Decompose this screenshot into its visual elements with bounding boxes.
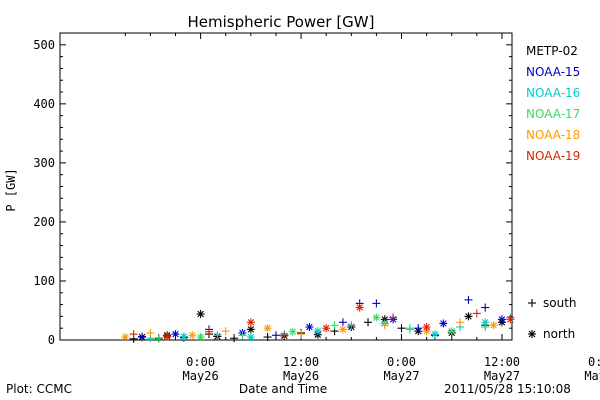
x-tick-date-label: May26 xyxy=(183,369,219,383)
data-point xyxy=(355,303,364,312)
y-tick-label: 500 xyxy=(33,38,55,52)
marker-legend: south north xyxy=(528,296,577,341)
data-point xyxy=(338,318,347,327)
data-point xyxy=(372,313,381,322)
data-point xyxy=(221,327,230,336)
data-point xyxy=(389,313,398,322)
data-point xyxy=(154,334,163,343)
data-point xyxy=(422,323,431,332)
legend-entry: METP-02 xyxy=(526,44,578,58)
data-point xyxy=(271,331,280,340)
marker-legend-symbol xyxy=(528,299,536,307)
data-point xyxy=(481,323,490,332)
data-point xyxy=(489,321,498,330)
legend-entry: NOAA-19 xyxy=(526,149,580,163)
y-tick-label: 200 xyxy=(33,215,55,229)
plot-frame xyxy=(59,32,513,341)
data-point xyxy=(481,303,490,312)
data-point xyxy=(288,327,297,336)
data-point xyxy=(405,324,414,333)
data-point xyxy=(179,332,188,341)
data-point xyxy=(263,324,272,333)
data-point xyxy=(196,333,205,342)
marker-legend-label: south xyxy=(543,296,577,310)
x-tick-time-label: 0:00 xyxy=(588,355,600,369)
x-tick-time-label: 12:00 xyxy=(484,355,520,369)
x-axis: 0:00May2612:00May260:00May2712:00May270:… xyxy=(124,33,600,383)
legend: METP-02 NOAA-15 NOAA-16 NOAA-17 NOAA-18 NOAA-… xyxy=(526,44,580,163)
data-points xyxy=(121,295,515,343)
footer-timestamp: 2011/05/28 15:10:08 xyxy=(444,382,571,396)
data-point xyxy=(297,330,306,339)
x-axis-label: Date and Time xyxy=(239,382,327,396)
data-point xyxy=(372,299,381,308)
data-point xyxy=(380,321,389,330)
legend-entry: NOAA-17 xyxy=(526,107,580,121)
x-tick-time-label: 0:00 xyxy=(387,355,416,369)
data-point xyxy=(347,321,356,330)
x-tick-time-label: 12:00 xyxy=(283,355,319,369)
data-point xyxy=(280,331,289,340)
legend-entry: NOAA-18 xyxy=(526,128,580,142)
data-point xyxy=(121,333,130,342)
data-point xyxy=(230,334,239,343)
y-tick-label: 100 xyxy=(33,274,55,288)
data-point xyxy=(196,310,205,319)
data-point xyxy=(171,330,180,339)
data-point xyxy=(456,318,465,327)
x-tick-date-label: May26 xyxy=(283,369,319,383)
data-point xyxy=(338,325,347,334)
data-point xyxy=(129,330,138,339)
legend-entry: NOAA-16 xyxy=(526,86,580,100)
x-tick-date-label: May27 xyxy=(484,369,520,383)
data-point xyxy=(146,328,155,337)
data-point xyxy=(414,324,423,333)
data-point xyxy=(163,332,172,341)
data-point xyxy=(238,331,247,340)
data-point xyxy=(464,295,473,304)
data-point xyxy=(138,332,147,341)
data-point xyxy=(497,315,506,324)
data-point xyxy=(246,318,255,327)
data-point xyxy=(313,327,322,336)
data-point xyxy=(246,333,255,342)
data-point xyxy=(188,331,197,340)
x-tick-date-label: May27 xyxy=(383,369,419,383)
data-point xyxy=(364,318,373,327)
footer-credit: Plot: CCMC xyxy=(6,382,72,396)
data-point xyxy=(330,321,339,330)
data-point xyxy=(213,331,222,340)
data-point xyxy=(322,324,331,333)
data-point xyxy=(246,325,255,334)
legend-entry: NOAA-15 xyxy=(526,65,580,79)
data-point xyxy=(204,327,213,336)
data-point xyxy=(481,318,490,327)
marker-legend-label: north xyxy=(543,327,575,341)
chart-title: Hemispheric Power [GW] xyxy=(188,13,375,31)
y-tick-label: 300 xyxy=(33,156,55,170)
data-point xyxy=(430,330,439,339)
data-point xyxy=(439,319,448,328)
y-tick-label: 400 xyxy=(33,97,55,111)
x-tick-date-label: May28 xyxy=(584,369,600,383)
data-point xyxy=(506,315,515,324)
data-point xyxy=(447,327,456,336)
y-tick-label: 0 xyxy=(48,333,55,347)
data-point xyxy=(263,333,272,342)
data-point xyxy=(472,309,481,318)
y-axis-label: P [GW] xyxy=(4,168,18,211)
marker-legend-symbol xyxy=(528,330,536,338)
data-point xyxy=(305,323,314,332)
y-axis: 0 100 200 300 400 500 xyxy=(33,38,512,347)
data-point xyxy=(464,312,473,321)
data-point xyxy=(397,324,406,333)
x-tick-time-label: 0:00 xyxy=(186,355,215,369)
